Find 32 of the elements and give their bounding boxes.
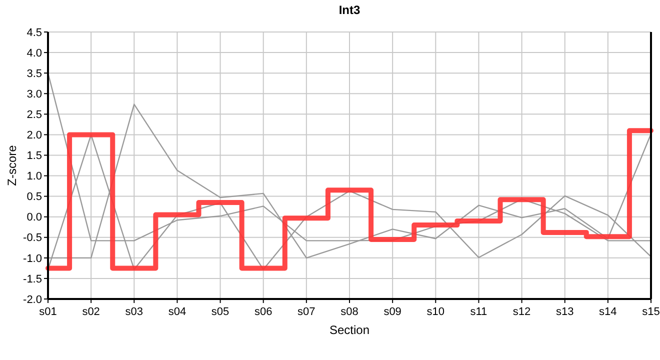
y-tick-label: 0.5 [26, 191, 42, 204]
x-tick-label: s05 [211, 306, 230, 318]
x-tick-label: s04 [168, 306, 186, 318]
y-axis-title: Z-score [5, 144, 19, 186]
x-tick-label: s06 [254, 306, 272, 318]
y-tick-label: -2.0 [23, 294, 42, 306]
y-tick-label: 3.0 [26, 88, 42, 100]
y-tick-label: 4.0 [26, 47, 42, 60]
x-tick-label: s03 [125, 306, 144, 318]
y-tick-label: 1.5 [26, 150, 42, 162]
x-tick-label: s02 [82, 306, 100, 318]
y-tick-label: 4.5 [26, 26, 42, 39]
x-tick-label: s07 [298, 306, 316, 318]
x-tick-label: s11 [470, 306, 488, 318]
y-tick-label: -1.5 [23, 273, 42, 286]
y-tick-label: -0.5 [23, 232, 42, 244]
y-tick-label: 2.0 [26, 130, 42, 142]
y-tick-label: -1.0 [23, 252, 42, 265]
x-tick-label: s12 [512, 306, 531, 318]
x-tick-label: s14 [599, 306, 617, 318]
x-tick-label: s08 [340, 306, 358, 318]
x-axis-title: Section [329, 323, 370, 337]
x-tick-label: s15 [642, 306, 660, 318]
y-tick-label: 1.0 [26, 170, 42, 183]
chart-title: Int3 [338, 3, 360, 17]
x-tick-label: s13 [556, 306, 574, 318]
y-tick-label: 3.5 [26, 68, 42, 80]
x-tick-label: s09 [384, 306, 402, 318]
y-tick-label: 0.0 [26, 212, 42, 224]
x-tick-label: s10 [426, 306, 445, 318]
x-tick-label: s01 [39, 306, 57, 318]
y-tick-label: 2.5 [26, 109, 42, 122]
